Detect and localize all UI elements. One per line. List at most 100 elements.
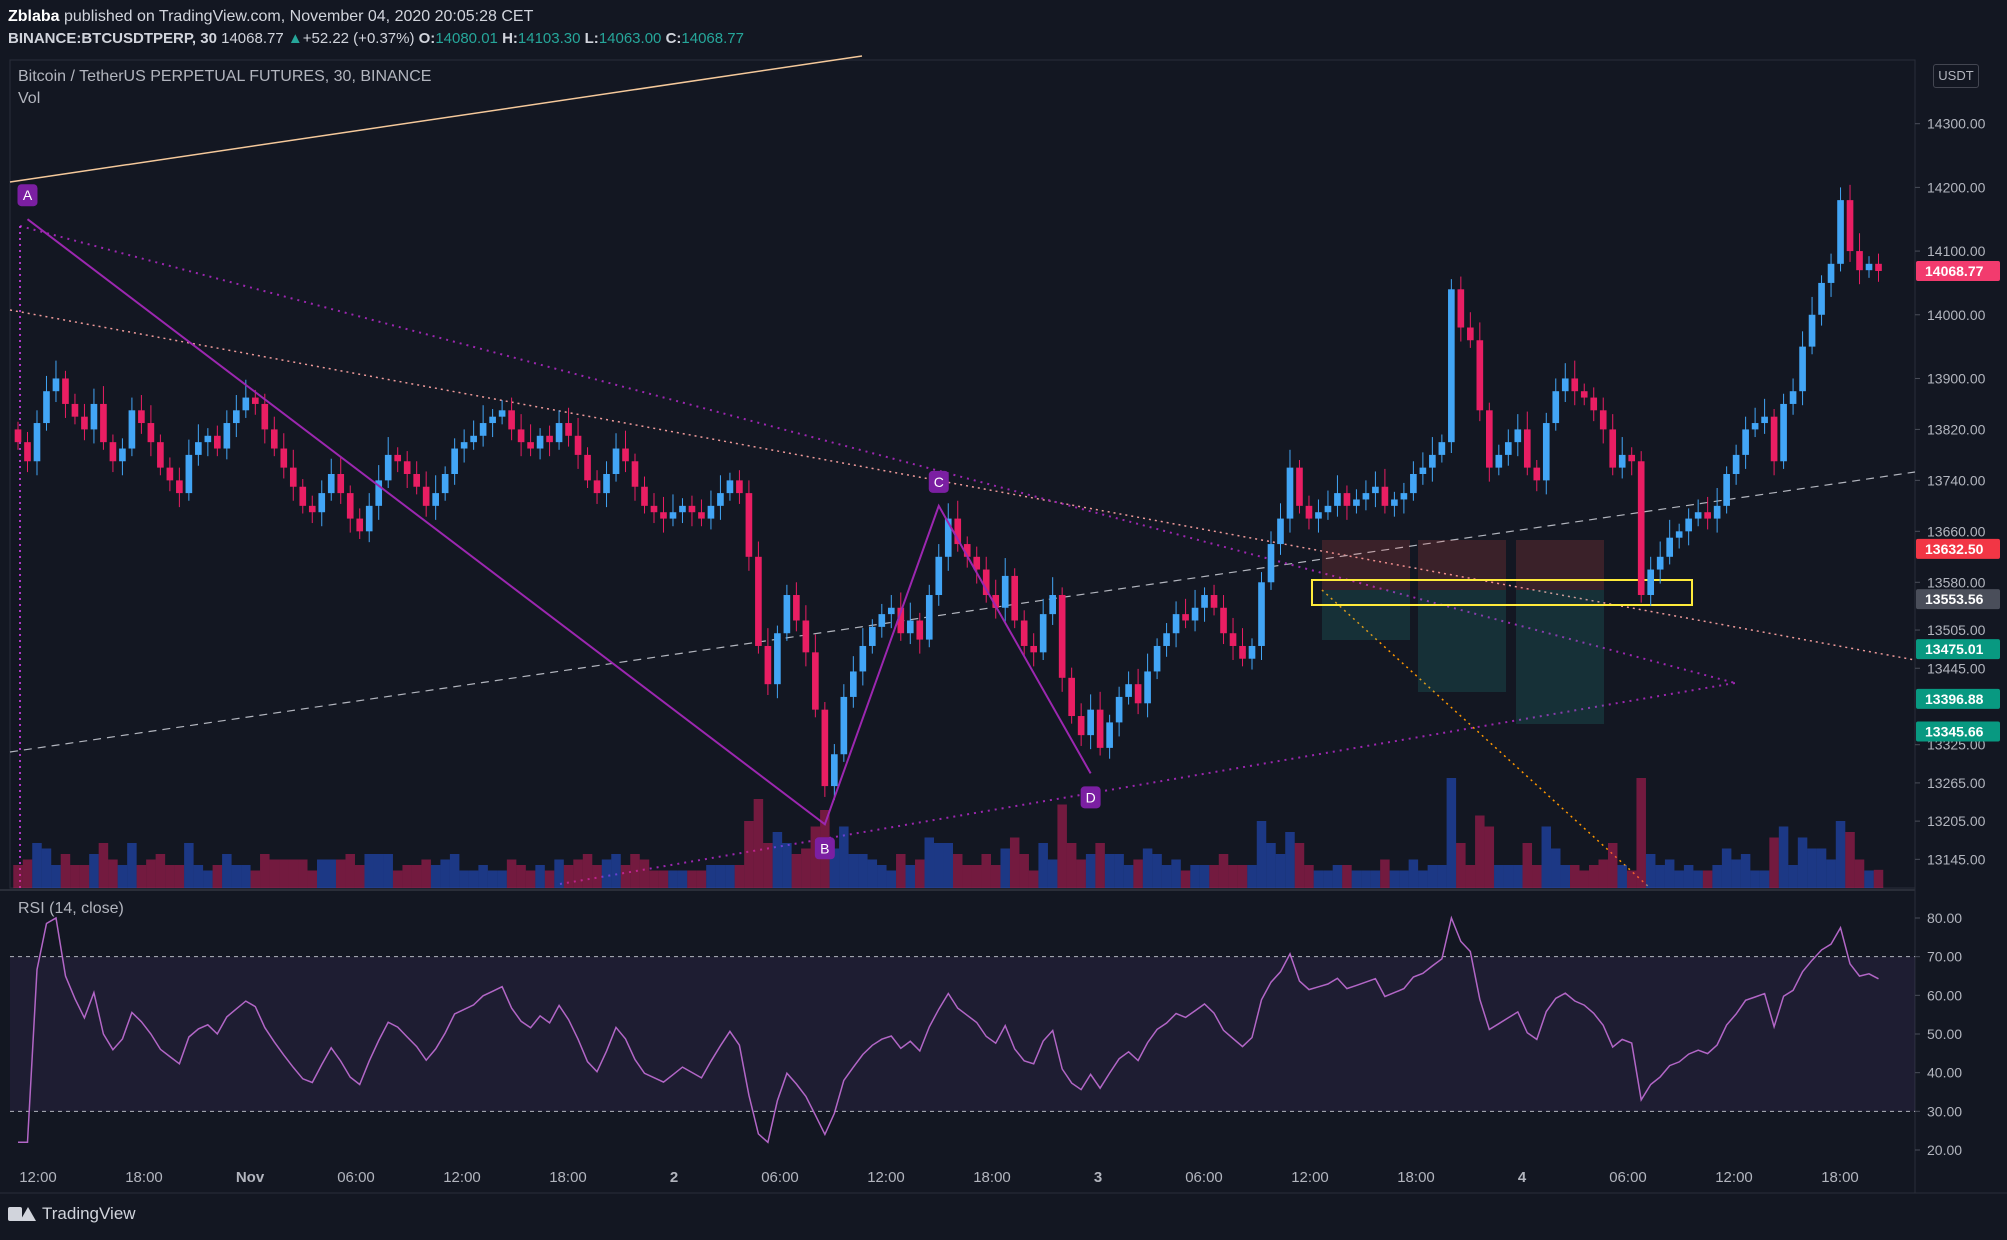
candle-body [868, 626, 876, 646]
volume-bar [260, 854, 270, 888]
volume-bar [649, 870, 659, 888]
volume-bar [468, 870, 479, 888]
volume-bar [554, 859, 564, 888]
candle-body [1229, 633, 1237, 646]
candle-body [451, 448, 458, 474]
candle-body [1495, 454, 1503, 468]
candle-body [878, 614, 886, 627]
candle-body [1732, 454, 1740, 474]
rsi-legend[interactable]: RSI (14, close) [18, 900, 124, 917]
volume-bar [1551, 848, 1561, 888]
harmonic-pattern[interactable]: A B C D [17, 184, 1101, 860]
volume-bar [383, 854, 393, 888]
candle-body [1628, 454, 1636, 462]
candle-body [1172, 614, 1180, 634]
candle-body [242, 397, 250, 411]
volume-bar [1750, 870, 1760, 888]
time-tick-label: 12:00 [867, 1169, 905, 1186]
candle-body [1419, 467, 1427, 474]
volume-bar [1645, 854, 1656, 888]
volume-bar [117, 865, 128, 888]
volume-bar [1503, 865, 1514, 888]
candle-body [1523, 429, 1531, 468]
volume-bar [1579, 870, 1589, 888]
candle-body [375, 480, 383, 506]
chart-title[interactable]: Bitcoin / TetherUS PERPETUAL FUTURES, 30… [18, 68, 432, 85]
volume-bar [639, 859, 650, 888]
candle-body [1144, 671, 1151, 704]
time-tick-label: 18:00 [1397, 1169, 1435, 1186]
candle-body [1068, 677, 1075, 717]
candle-body [859, 645, 867, 672]
publish-line: Zblaba published on TradingView.com, Nov… [8, 6, 744, 28]
candle-body [470, 435, 477, 443]
candle-body [270, 429, 278, 449]
volume-bar [127, 843, 137, 888]
candle-body [71, 403, 79, 417]
candle-body [166, 467, 174, 481]
volume-bar [51, 865, 61, 888]
volume-bar [459, 870, 469, 888]
candle-body [1561, 378, 1569, 392]
symbol-label[interactable]: BINANCE:BTCUSDTPERP, 30 [8, 30, 217, 47]
candle-body [261, 403, 269, 430]
volume-bar [611, 854, 621, 888]
price-tick-label: 13820.00 [1927, 421, 1986, 437]
volume-bar [677, 870, 688, 888]
candle-body [764, 645, 772, 685]
pattern-point-label: C [934, 474, 944, 490]
candle-body [195, 442, 202, 455]
price-tick-label: 13145.00 [1927, 851, 1986, 867]
drawing-overlays[interactable] [9, 55, 1916, 889]
rsi-pane[interactable] [10, 915, 1915, 1144]
price-tick-label: 14300.00 [1927, 116, 1986, 132]
time-tick-label: 18:00 [549, 1169, 587, 1186]
time-tick-label: 06:00 [1185, 1169, 1223, 1186]
candle-body [1609, 429, 1617, 468]
triangle-lower-line [559, 682, 1736, 885]
volume-bar [1513, 865, 1523, 888]
candle-body [318, 493, 326, 513]
candle-body [1780, 403, 1787, 462]
candle-body [1115, 696, 1123, 723]
candle-body [1485, 410, 1493, 468]
candle-body [1533, 467, 1541, 481]
volume-bar [1304, 865, 1314, 888]
volume-bar [203, 870, 213, 888]
volume-bar [896, 854, 906, 888]
volume-bar [971, 865, 982, 888]
candle-body [1191, 607, 1199, 621]
currency-button[interactable]: USDT [1933, 64, 1979, 88]
candle-body [1666, 537, 1673, 557]
volume-bar [98, 843, 109, 888]
candle-body [1448, 289, 1455, 443]
candle-body [1324, 505, 1332, 513]
volume-bar [1522, 843, 1533, 888]
volume-bar [582, 854, 593, 888]
volume-bar [848, 854, 859, 888]
tradingview-footer[interactable]: TradingView [8, 1204, 136, 1224]
price-tick-label: 13660.00 [1927, 523, 1986, 539]
volume-bar [1038, 843, 1048, 888]
price-tick-label: 14100.00 [1927, 243, 1986, 259]
candle-body [992, 595, 1000, 608]
candle-body [1163, 633, 1170, 646]
volume-bar [1294, 843, 1305, 888]
candle-body [1675, 531, 1683, 538]
volume-bar [953, 854, 963, 888]
candle-body [1334, 493, 1341, 506]
candlesticks [14, 184, 1882, 801]
time-axis[interactable]: 12:00 18:00 Nov 06:00 12:00 18:00 2 06:00 12:00 1… [19, 1169, 1859, 1186]
volume-bar [981, 854, 991, 888]
author-name[interactable]: Zblaba [8, 8, 60, 25]
footer-brand: TradingView [42, 1204, 136, 1223]
volume-bar [1351, 870, 1362, 888]
vol-legend[interactable]: Vol [18, 90, 41, 107]
candle-body [365, 505, 373, 532]
candle-body [1381, 486, 1389, 506]
projection-line [1321, 589, 1651, 889]
volume-bar [1104, 854, 1115, 888]
candle-body [650, 505, 658, 513]
volume-bar [335, 859, 346, 888]
